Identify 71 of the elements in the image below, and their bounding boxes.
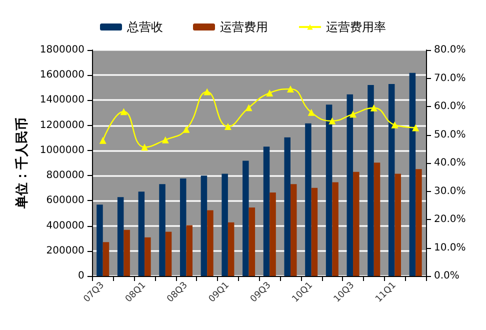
bar [138,192,145,276]
y2-tick-label: 70.0% [434,72,466,84]
y2-tick-label: 40.0% [434,158,466,168]
point [266,89,274,96]
bar [102,242,110,276]
y-tick-label: 400000 [46,220,84,232]
y2-tick-label: 50.0% [434,129,466,140]
y-tick-label: 0 [78,270,84,282]
point [245,104,252,112]
y2-tick-label: 60.0% [434,101,466,112]
legend-label: 总营收 [126,20,163,34]
legend-label: 运营费用率 [326,20,386,34]
bar [332,182,338,276]
y-tick-label: 1000000 [40,144,84,156]
bar [207,210,214,276]
point [286,85,294,92]
bar [186,225,193,276]
bar [117,197,124,276]
point [182,126,190,133]
bar [374,162,380,276]
point [308,108,315,116]
y-tick-label: 200000 [46,245,84,256]
point [350,110,357,118]
bar [165,232,172,276]
y-tick-label: 1800000 [40,44,84,56]
bar [409,72,416,276]
y2-tick-label: 0.0% [434,270,460,282]
y-tick-label: 600000 [46,195,84,206]
y-tick-label: 1400000 [40,94,84,106]
bar [290,184,297,276]
bar [180,178,186,276]
point [370,104,378,112]
point [204,88,211,96]
bar [263,146,270,276]
bar [305,123,312,276]
y2-tick-label: 20.0% [434,214,466,225]
legend-label: 运营费用 [220,20,268,34]
y-axis-title: 单位：千人民币 [14,118,30,210]
bar [200,176,208,276]
bar [284,137,290,276]
point [141,144,148,151]
y2-tick-label: 80.0% [434,44,466,56]
y-tick-label: 1200000 [40,120,84,131]
point [328,117,336,124]
bar [394,174,401,276]
bar [346,94,354,276]
bar [248,207,256,276]
y-tick-label: 1600000 [40,70,84,81]
bar [124,230,130,276]
bar [96,204,103,276]
bar [270,192,276,276]
bar [144,237,151,276]
bar [353,172,360,276]
bar [159,184,166,276]
bar [326,104,332,276]
y2-tick-label: 10.0% [434,242,466,254]
point [391,121,398,128]
y-tick-label: 800000 [46,170,84,182]
point [120,108,128,116]
bar [228,222,234,276]
point [99,136,106,144]
bar [242,160,249,276]
point [412,124,420,132]
bar [222,174,228,276]
bar [416,169,422,276]
bar [311,188,318,276]
point [162,136,169,144]
y2-tick-label: 30.0% [434,186,466,197]
point [224,123,232,130]
bar [368,85,374,276]
bar [388,84,395,276]
